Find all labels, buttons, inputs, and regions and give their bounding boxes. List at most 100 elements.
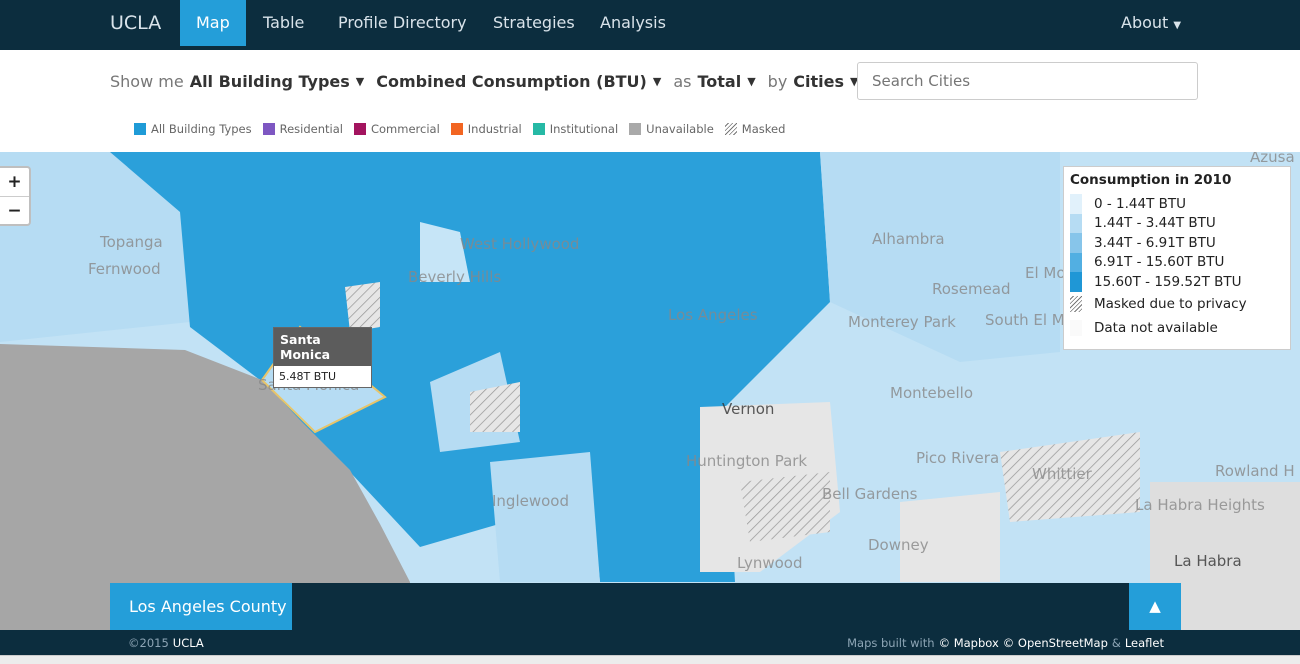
about-menu[interactable]: About ▼ (1121, 0, 1181, 49)
legend-label: 15.60T - 159.52T BTU (1094, 273, 1242, 290)
tooltip: Santa Monica 5.48T BTU (273, 327, 372, 388)
legend-label: Industrial (467, 122, 522, 136)
link[interactable]: Leaflet (1124, 635, 1164, 650)
footer: ©2015 UCLA Maps built with © Mapbox © Ope… (0, 630, 1300, 655)
place-label: Topanga (99, 233, 163, 251)
caret: ▼ (850, 74, 859, 88)
legend-label: Unavailable (646, 122, 714, 136)
caret: ▼ (1173, 20, 1182, 31)
zoom-in[interactable]: + (7, 172, 22, 192)
masked-area (470, 382, 520, 432)
link[interactable]: © OpenStreetMap (1002, 635, 1108, 650)
nav-item[interactable]: Profile Directory (338, 13, 467, 32)
swatch (1070, 272, 1082, 292)
place-label: Lynwood (737, 554, 803, 572)
search-input[interactable] (857, 62, 1198, 100)
place-label: Fernwood (88, 260, 161, 278)
caret: ▼ (652, 74, 662, 88)
place-label: Montebello (890, 384, 973, 402)
dropdown[interactable]: Combined Consumption (BTU) (376, 71, 647, 91)
swatch (1070, 296, 1082, 312)
map-legend: Consumption in 2010 0 - 1.44T BTU 1.44T -… (1063, 166, 1291, 350)
navbar: UCLA Map Table Profile Directory Strateg… (0, 0, 1300, 50)
place-label: Bell Gardens (822, 485, 918, 503)
legend-label: Masked (741, 122, 786, 136)
region (420, 222, 470, 282)
swatch (629, 123, 642, 135)
legend-title: Consumption in 2010 (1070, 172, 1232, 188)
place-label: El Mo (1025, 264, 1066, 282)
browser-strip (0, 655, 1300, 664)
panel-toggle[interactable]: ▲ (1129, 583, 1181, 630)
swatch (262, 123, 275, 135)
legend-label: Data not available (1094, 319, 1218, 336)
copyright: ©2015 UCLA (128, 630, 204, 655)
place-label: Downey (868, 536, 929, 554)
swatch (1070, 194, 1082, 214)
dropdown[interactable]: Total (697, 71, 742, 91)
nav-item[interactable]: Table (263, 13, 305, 32)
legend-class: 1.44T - 3.44T BTU (1070, 213, 1284, 233)
region (0, 152, 190, 342)
text: ©2015 (128, 635, 169, 650)
text: Show me (110, 71, 184, 91)
panel-title[interactable]: Los Angeles County (110, 583, 292, 630)
ocean (0, 344, 410, 630)
text: Maps built with (847, 635, 935, 650)
place-label: Azusa (1250, 152, 1295, 166)
nav-item[interactable]: Strategies (493, 13, 575, 32)
dropdown[interactable]: All Building Types (189, 71, 350, 91)
caret: ▼ (747, 74, 756, 88)
masked-area (1000, 432, 1140, 522)
place-label: Vernon (722, 400, 774, 418)
place-label: Whittier (1032, 465, 1093, 483)
nav-item[interactable]: Analysis (600, 13, 666, 32)
map[interactable]: Topanga Fernwood West Hollywood Beverly … (0, 152, 1300, 630)
legend-label: 6.91T - 15.60T BTU (1094, 254, 1225, 271)
place-label: Monterey Park (848, 313, 956, 331)
region (820, 152, 1060, 362)
place-label: Huntington Park (686, 452, 807, 470)
brand[interactable]: UCLA (110, 12, 162, 34)
legend-masked: Masked due to privacy (1070, 292, 1284, 317)
swatch (532, 123, 545, 135)
filter-bar: Show me All Building Types ▼ Combined Con… (110, 66, 864, 96)
about-label: About (1121, 13, 1169, 32)
legend-label: 0 - 1.44T BTU (1094, 195, 1187, 212)
legend-class: 15.60T - 159.52T BTU (1070, 272, 1284, 292)
swatch (1070, 213, 1082, 233)
place-label: South El M (985, 311, 1065, 329)
masked-area (345, 282, 380, 332)
zoom-control: + − (0, 166, 31, 226)
dropdown[interactable]: Cities (793, 71, 845, 91)
link[interactable]: © Mapbox (938, 635, 999, 650)
legend-class: 6.91T - 15.60T BTU (1070, 252, 1284, 272)
place-label: Rowland H (1215, 462, 1295, 480)
link[interactable]: UCLA (172, 635, 204, 650)
swatch (353, 123, 366, 135)
swatch (1070, 319, 1082, 336)
legend-class: 0 - 1.44T BTU (1070, 194, 1284, 214)
place-label: Alhambra (872, 230, 945, 248)
legend-classes: 0 - 1.44T BTU 1.44T - 3.44T BTU 3.44T - 6.… (1070, 194, 1284, 292)
place-label: West Hollywood (460, 235, 579, 253)
nav-item[interactable]: Map (180, 0, 246, 46)
place-label: La Habra (1174, 552, 1242, 570)
masked-area (740, 472, 830, 542)
legend-label: Commercial (370, 122, 440, 136)
place-label: Inglewood (492, 492, 569, 510)
text: & (1111, 635, 1121, 650)
swatch (134, 123, 146, 135)
region (900, 492, 1000, 582)
legend-label: Masked due to privacy (1094, 296, 1247, 312)
legend-label: Residential (279, 122, 343, 136)
place-label: Los Angeles (668, 306, 758, 324)
region (490, 452, 600, 582)
place-label: Beverly Hills (408, 268, 501, 286)
zoom-out[interactable]: − (0, 196, 29, 224)
swatch (724, 123, 737, 135)
swatch (1070, 252, 1082, 272)
tooltip-title: Santa Monica (274, 328, 371, 366)
legend-label: 3.44T - 6.91T BTU (1094, 234, 1216, 251)
